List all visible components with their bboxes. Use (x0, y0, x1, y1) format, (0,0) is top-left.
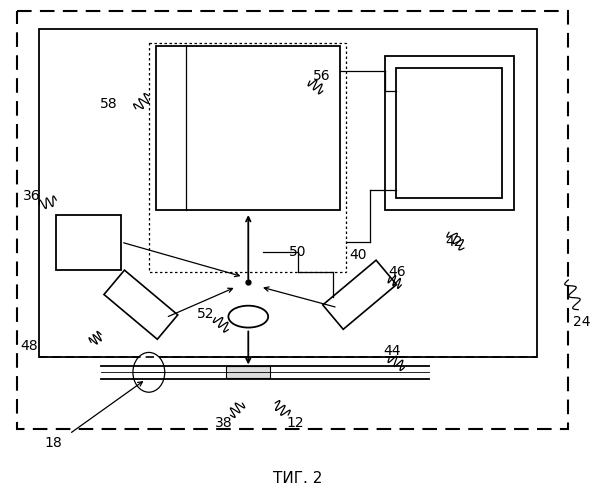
Polygon shape (323, 260, 396, 330)
Text: 50: 50 (290, 245, 307, 259)
Text: 42: 42 (445, 235, 463, 249)
Text: ΤИГ. 2: ΤИГ. 2 (273, 471, 323, 486)
Text: 48: 48 (21, 340, 38, 353)
Text: 44: 44 (384, 344, 401, 358)
Text: 52: 52 (197, 306, 214, 320)
Polygon shape (104, 270, 178, 340)
Bar (56, 215, 121, 270)
Ellipse shape (133, 352, 165, 392)
Bar (384, 56, 514, 210)
Text: 46: 46 (389, 265, 407, 279)
Text: 24: 24 (573, 314, 590, 328)
Text: 12: 12 (286, 416, 304, 430)
Bar (17, 12, 568, 429)
Bar (226, 366, 270, 378)
Text: 40: 40 (349, 248, 367, 262)
Text: 56: 56 (313, 69, 331, 83)
Bar (396, 68, 502, 198)
Text: 58: 58 (100, 97, 118, 111)
Bar (156, 46, 340, 210)
Text: 38: 38 (214, 416, 232, 430)
Text: 18: 18 (45, 436, 62, 450)
Text: 36: 36 (23, 190, 41, 203)
Ellipse shape (229, 306, 268, 328)
Bar (39, 29, 537, 357)
Bar (149, 43, 346, 272)
